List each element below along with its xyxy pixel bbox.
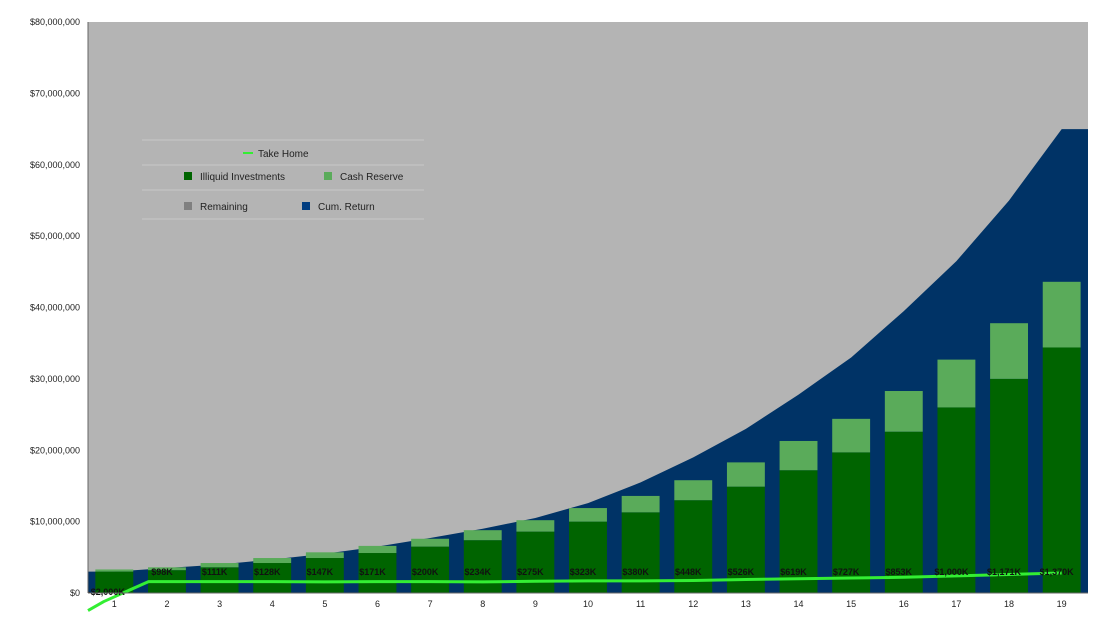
bar-illiquid-1 [95,571,134,593]
bar-cash-reserve-15 [832,418,871,453]
bar-cash-reserve-5 [305,552,344,559]
x-tick-label-19: 19 [1057,599,1067,609]
data-label-6: $171K [359,567,386,577]
bar-cash-reserve-18 [990,323,1028,379]
y-tick-label: $70,000,000 [30,88,80,98]
x-tick-label-9: 9 [533,599,538,609]
legend: Take Home Illiquid Investments Cash Rese… [142,139,424,220]
data-label-18: $1,171K [987,567,1022,577]
x-tick-label-4: 4 [270,599,275,609]
y-tick-label: $10,000,000 [30,517,80,527]
x-tick-label-7: 7 [428,599,433,609]
data-label-16: $853K [886,567,913,577]
bar-illiquid-4 [253,563,292,593]
data-label-3: $111K [202,567,228,577]
y-tick-label: $80,000,000 [30,17,80,27]
x-tick-label-8: 8 [480,599,485,609]
legend-swatch-illiquid [184,172,192,180]
x-tick-label-17: 17 [951,599,961,609]
bar-cash-reserve-13 [726,462,765,487]
data-label-layer: -$2,000K $98K $111K $128K $147K $171K $200K $23… [88,567,1074,597]
bar-illiquid-7 [411,546,450,593]
data-label-2: $98K [151,567,173,577]
y-tick-label: $50,000,000 [30,231,80,241]
bar-cash-reserve-6 [358,545,397,554]
bar-illiquid-9 [516,531,555,593]
data-label-7: $200K [412,567,439,577]
bar-illiquid-18 [990,378,1028,593]
x-tick-label-10: 10 [583,599,593,609]
x-tick-label-18: 18 [1004,599,1014,609]
legend-label-remaining: Remaining [200,202,248,213]
legend-swatch-cash-reserve [324,172,332,180]
data-label-8: $234K [464,567,491,577]
y-tick-label: $20,000,000 [30,445,80,455]
x-tick-label-5: 5 [322,599,327,609]
data-label-19: $1,370K [1040,567,1075,577]
legend-label-illiquid: Illiquid Investments [200,172,285,183]
data-label-4: $128K [254,567,281,577]
x-tick-label-13: 13 [741,599,751,609]
x-tick-label-2: 2 [164,599,169,609]
x-tick-label-12: 12 [688,599,698,609]
legend-swatch-remaining [184,202,192,210]
data-label-17: $1,000K [934,567,969,577]
x-tick-label-16: 16 [899,599,909,609]
data-label-15: $727K [833,567,860,577]
bar-illiquid-15 [832,452,871,593]
bar-illiquid-17 [937,407,976,593]
data-label-12: $448K [675,567,702,577]
data-label-9: $275K [517,567,544,577]
bar-illiquid-6 [358,553,397,593]
bar-illiquid-14 [779,470,818,593]
legend-label-cash-reserve: Cash Reserve [340,172,404,183]
x-tick-label-6: 6 [375,599,380,609]
bar-cash-reserve-17 [937,359,976,408]
bar-cash-reserve-19 [1042,281,1081,348]
data-label-10: $323K [570,567,597,577]
bar-cash-reserve-8 [463,530,502,541]
legend-swatch-cum-return [302,202,310,210]
x-tick-label-1: 1 [112,599,117,609]
bar-layer [95,281,1081,593]
bar-cash-reserve-12 [674,480,713,501]
data-label-11: $380K [622,567,649,577]
bar-cash-reserve-3 [200,563,239,568]
bar-illiquid-13 [726,486,765,593]
bar-cash-reserve-4 [253,558,292,564]
bar-cash-reserve-14 [779,440,818,471]
y-tick-label: $0 [70,588,80,598]
legend-label-cum-return: Cum. Return [318,202,375,213]
bar-cash-reserve-16 [884,391,923,432]
y-tick-label: $40,000,000 [30,303,80,313]
x-tick-label-14: 14 [794,599,804,609]
data-label-14: $619K [780,567,807,577]
data-label-5: $147K [307,567,334,577]
bar-cash-reserve-11 [621,495,660,513]
y-tick-label: $60,000,000 [30,160,80,170]
y-tick-label: $30,000,000 [30,374,80,384]
take-home-line-layer [87,571,1062,612]
x-tick-label-15: 15 [846,599,856,609]
bar-illiquid-5 [305,558,344,593]
bar-illiquid-19 [1042,347,1081,593]
data-label-13: $526K [728,567,755,577]
take-home-line [87,571,1062,612]
data-label-1: -$2,000K [88,587,126,597]
bar-cash-reserve-1 [95,569,134,572]
bar-cash-reserve-10 [569,508,607,522]
bar-illiquid-16 [884,431,923,593]
bar-cash-reserve-7 [411,538,450,547]
bar-cash-reserve-9 [516,520,555,532]
axis-layer: $80,000,000 $70,000,000 $60,000,000 $50,000… [30,17,1088,609]
bar-cash-reserve-2 [148,567,186,571]
x-tick-label-3: 3 [217,599,222,609]
x-tick-label-11: 11 [636,599,645,609]
bar-illiquid-8 [463,540,502,593]
legend-label-take-home: Take Home [258,149,309,160]
bar-illiquid-12 [674,500,713,593]
